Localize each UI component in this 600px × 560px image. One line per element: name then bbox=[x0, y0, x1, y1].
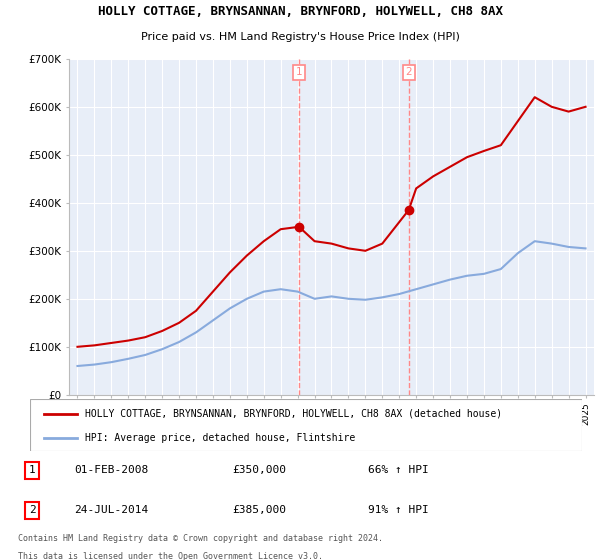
Text: 24-JUL-2014: 24-JUL-2014 bbox=[74, 505, 149, 515]
Text: £350,000: £350,000 bbox=[232, 465, 286, 475]
Text: 66% ↑ HPI: 66% ↑ HPI bbox=[368, 465, 428, 475]
Text: 01-FEB-2008: 01-FEB-2008 bbox=[74, 465, 149, 475]
Text: £385,000: £385,000 bbox=[232, 505, 286, 515]
Text: Contains HM Land Registry data © Crown copyright and database right 2024.: Contains HM Land Registry data © Crown c… bbox=[18, 534, 383, 543]
FancyBboxPatch shape bbox=[30, 399, 582, 451]
Text: 2: 2 bbox=[406, 67, 412, 77]
Text: HOLLY COTTAGE, BRYNSANNAN, BRYNFORD, HOLYWELL, CH8 8AX: HOLLY COTTAGE, BRYNSANNAN, BRYNFORD, HOL… bbox=[97, 5, 503, 18]
Text: HPI: Average price, detached house, Flintshire: HPI: Average price, detached house, Flin… bbox=[85, 433, 355, 443]
Text: HOLLY COTTAGE, BRYNSANNAN, BRYNFORD, HOLYWELL, CH8 8AX (detached house): HOLLY COTTAGE, BRYNSANNAN, BRYNFORD, HOL… bbox=[85, 409, 502, 419]
Text: 1: 1 bbox=[29, 465, 35, 475]
Text: 1: 1 bbox=[296, 67, 302, 77]
Text: 2: 2 bbox=[29, 505, 35, 515]
Text: Price paid vs. HM Land Registry's House Price Index (HPI): Price paid vs. HM Land Registry's House … bbox=[140, 32, 460, 42]
Text: This data is licensed under the Open Government Licence v3.0.: This data is licensed under the Open Gov… bbox=[18, 552, 323, 560]
Text: 91% ↑ HPI: 91% ↑ HPI bbox=[368, 505, 428, 515]
